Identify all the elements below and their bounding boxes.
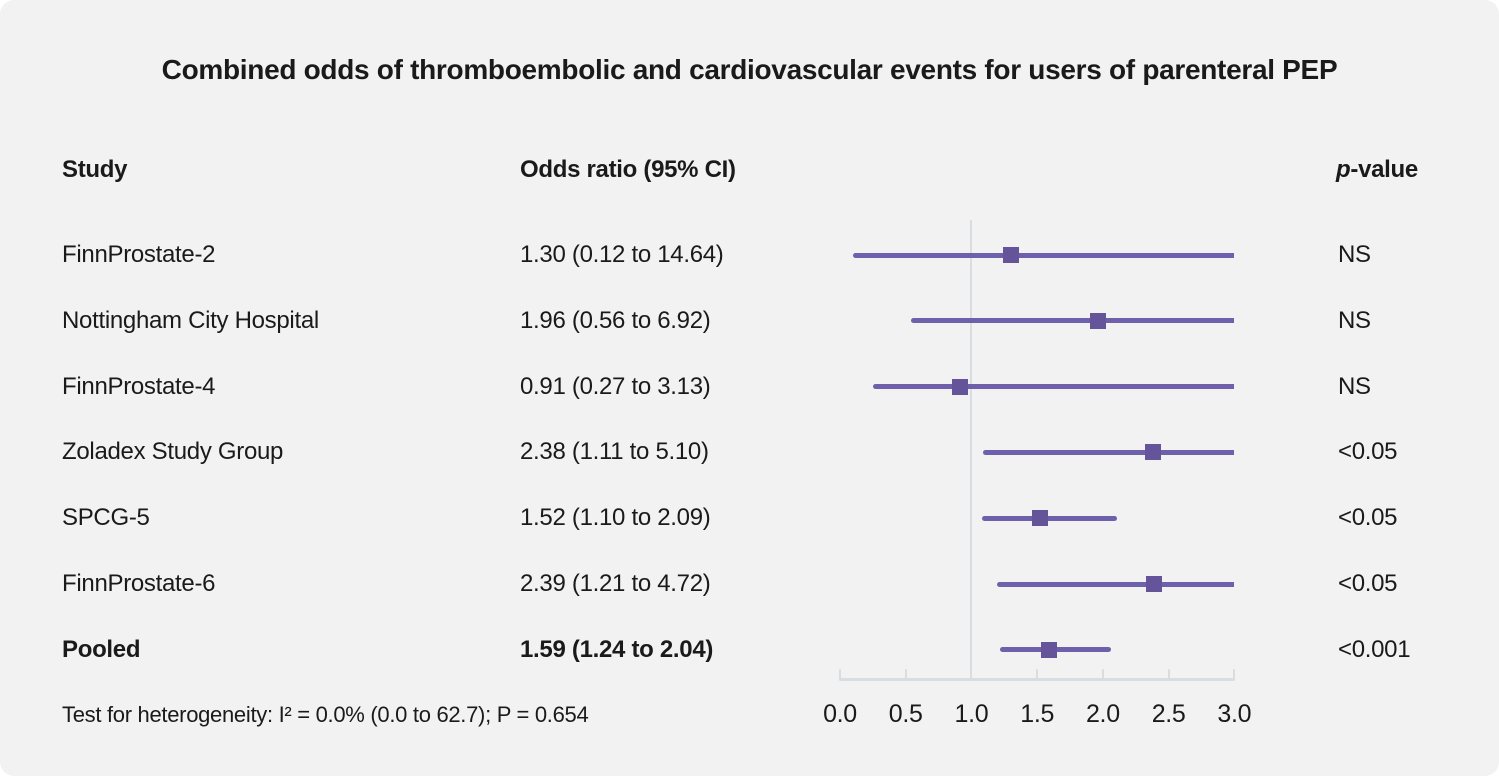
x-axis-tick-label: 3.0 xyxy=(1217,700,1252,728)
study-label: SPCG-5 xyxy=(62,504,150,532)
x-axis-tick xyxy=(904,669,907,680)
x-axis-tick xyxy=(839,669,841,680)
column-header-p-value: p-value xyxy=(1336,156,1418,184)
study-label: FinnProstate-2 xyxy=(62,241,216,268)
p-value-label: <0.001 xyxy=(1338,635,1411,663)
odds-ratio-label: 1.96 (0.56 to 6.92) xyxy=(520,306,711,334)
x-axis-tick-label: 0.0 xyxy=(823,700,857,728)
confidence-interval-line xyxy=(911,318,1235,324)
x-axis-tick xyxy=(1036,669,1039,680)
p-value-label: <0.05 xyxy=(1338,504,1398,532)
chart-title: Combined odds of thromboembolic and card… xyxy=(161,54,1338,85)
x-axis-tick xyxy=(970,669,973,680)
confidence-interval-line xyxy=(982,515,1118,521)
x-axis-tick-label: 1.0 xyxy=(954,700,989,728)
p-value-header-italic: p xyxy=(1336,156,1351,183)
column-header-odds-ratio: Odds ratio (95% CI) xyxy=(520,156,736,183)
x-axis-tick-label: 2.5 xyxy=(1151,700,1186,728)
x-axis-tick-label: 1.5 xyxy=(1020,700,1055,728)
study-label: Zoladex Study Group xyxy=(62,438,284,466)
odds-ratio-marker xyxy=(1089,312,1106,329)
p-value-label: NS xyxy=(1338,306,1371,334)
x-axis-tick-label: 0.5 xyxy=(888,700,923,728)
odds-ratio-label: 1.59 (1.24 to 2.04) xyxy=(520,635,714,663)
confidence-interval-line xyxy=(853,252,1235,258)
p-value-header-rest: -value xyxy=(1350,156,1418,183)
column-header-study: Study xyxy=(62,156,128,183)
study-label: Pooled xyxy=(62,635,141,663)
study-label: FinnProstate-6 xyxy=(62,570,216,597)
p-value-label: NS xyxy=(1338,241,1371,268)
odds-ratio-marker xyxy=(1144,444,1161,461)
x-axis-tick xyxy=(1167,669,1170,680)
odds-ratio-marker xyxy=(1041,641,1057,658)
odds-ratio-label: 0.91 (0.27 to 3.13) xyxy=(520,372,711,400)
x-axis-tick xyxy=(1101,669,1104,680)
odds-ratio-label: 2.39 (1.21 to 4.72) xyxy=(520,570,711,597)
heterogeneity-footnote: Test for heterogeneity: I² = 0.0% (0.0 t… xyxy=(62,702,589,727)
p-value-label: NS xyxy=(1338,372,1371,400)
confidence-interval-line xyxy=(983,449,1235,455)
odds-ratio-marker xyxy=(951,378,968,395)
p-value-label: <0.05 xyxy=(1338,570,1398,597)
odds-ratio-marker xyxy=(1146,576,1163,592)
x-axis-tick xyxy=(1233,669,1236,680)
p-value-label: <0.05 xyxy=(1338,438,1398,466)
odds-ratio-marker xyxy=(1031,510,1048,527)
study-label: Nottingham City Hospital xyxy=(62,306,319,334)
odds-ratio-label: 2.38 (1.11 to 5.10) xyxy=(520,438,709,466)
study-label: FinnProstate-4 xyxy=(62,372,216,400)
x-axis-tick-label: 2.0 xyxy=(1085,700,1120,728)
odds-ratio-label: 1.52 (1.10 to 2.09) xyxy=(520,504,711,532)
reference-line xyxy=(970,220,973,678)
odds-ratio-marker xyxy=(1002,247,1019,263)
confidence-interval-line xyxy=(872,384,1235,390)
odds-ratio-label: 1.30 (0.12 to 14.64) xyxy=(520,241,724,268)
confidence-interval-line xyxy=(996,581,1235,587)
